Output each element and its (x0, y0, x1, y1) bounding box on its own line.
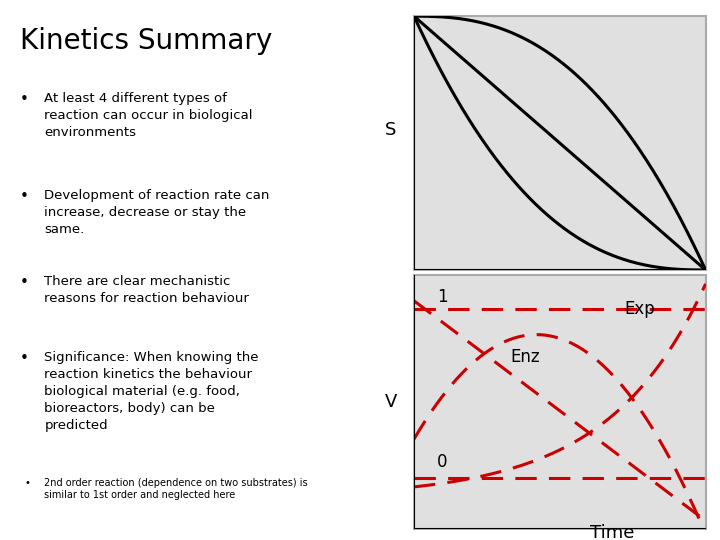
Text: Significance: When knowing the
reaction kinetics the behaviour
biological materi: Significance: When knowing the reaction … (45, 351, 259, 432)
Text: V: V (384, 393, 397, 411)
Text: 0: 0 (437, 453, 448, 470)
Text: •: • (20, 275, 29, 291)
Text: At least 4 different types of
reaction can occur in biological
environments: At least 4 different types of reaction c… (45, 92, 253, 139)
Text: S: S (384, 122, 396, 139)
Text: Kinetics Summary: Kinetics Summary (20, 27, 272, 55)
Text: •: • (20, 92, 29, 107)
Text: 2nd order reaction (dependence on two substrates) is
similar to 1st order and ne: 2nd order reaction (dependence on two su… (45, 478, 308, 500)
Text: There are clear mechanistic
reasons for reaction behaviour: There are clear mechanistic reasons for … (45, 275, 249, 306)
Text: •: • (20, 189, 29, 204)
Bar (414, 275, 706, 529)
Text: Enz: Enz (510, 348, 540, 366)
Text: Time: Time (590, 524, 634, 540)
Text: 1: 1 (437, 288, 448, 306)
Text: Time: Time (619, 288, 664, 306)
Text: Exp: Exp (624, 300, 654, 318)
Text: •: • (24, 478, 30, 488)
Text: •: • (20, 351, 29, 366)
Text: Development of reaction rate can
increase, decrease or stay the
same.: Development of reaction rate can increas… (45, 189, 270, 236)
